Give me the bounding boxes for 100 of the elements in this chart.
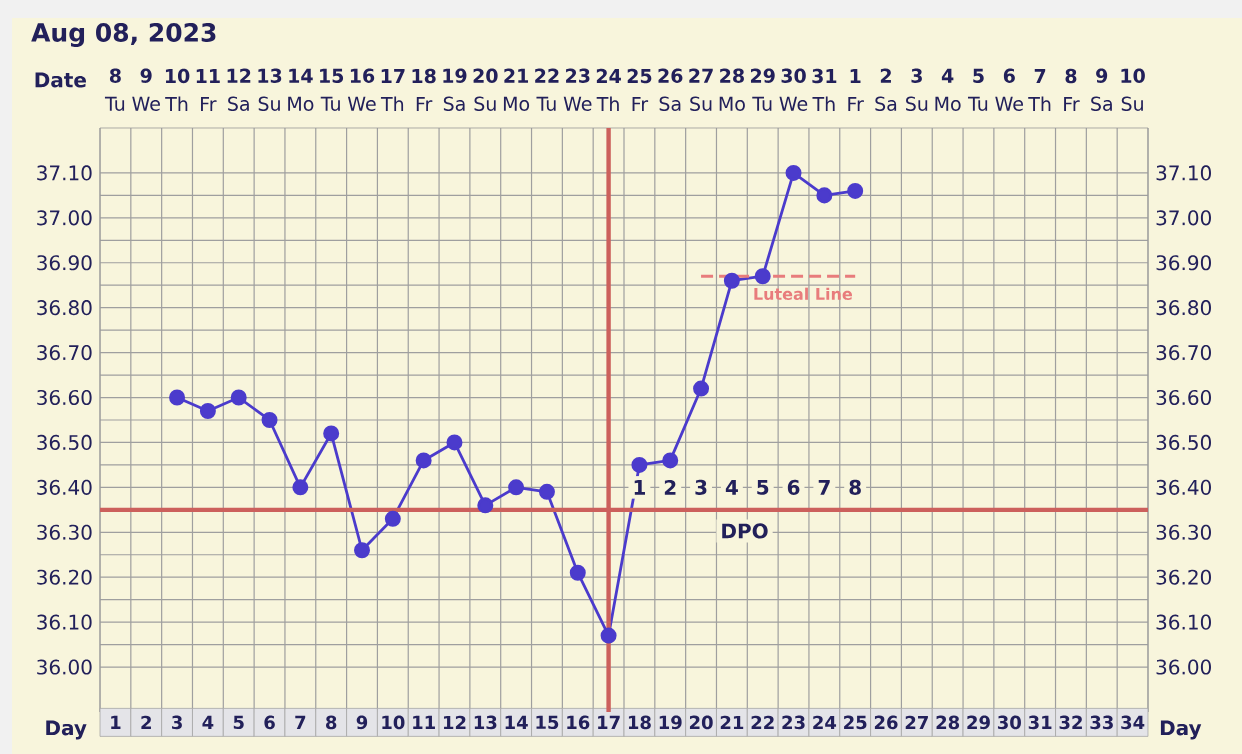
y2-tick-label: 36.70 — [1156, 345, 1211, 361]
point — [816, 187, 833, 204]
y-tick-label: 36.10 — [37, 614, 92, 630]
x-tick-label: 16 — [567, 715, 590, 730]
x-tick-label: 3 — [172, 715, 182, 730]
x-tick-label: 28 — [936, 715, 960, 730]
x-tick-label: 23 — [782, 715, 805, 730]
x-tick-label: 22 — [751, 715, 774, 730]
x2-tick-label: 24 Th — [596, 68, 621, 111]
x-tick-label: 14 — [505, 715, 528, 729]
point — [169, 389, 186, 406]
x-tick-label: 34 — [1121, 715, 1145, 730]
x2-tick-label: 19 Sa — [443, 68, 467, 111]
y-tick-label: 36.80 — [37, 300, 92, 316]
x-tick-label: 2 — [141, 715, 151, 730]
x-tick-label: 33 — [1090, 715, 1113, 730]
x2-tick-label: 12 Sa — [227, 68, 251, 111]
annotation: 7 — [818, 480, 830, 495]
x2-tick-label: 4 Mo — [935, 68, 961, 111]
x-tick-label: 18 — [628, 715, 651, 730]
y-tick-label: 36.90 — [37, 255, 92, 271]
x2-tick-label: 21 Mo — [503, 68, 530, 111]
y-tick-label: 37.00 — [37, 210, 92, 226]
point — [600, 627, 617, 644]
x2-tick-label: 1 Fr — [848, 69, 864, 111]
x2-tick-label: 6 We — [995, 68, 1023, 111]
x2-tick-label: 9 Sa — [1091, 68, 1112, 111]
x2-tick-label: 25 Fr — [627, 68, 652, 111]
point — [538, 483, 555, 500]
x-tick-label: 32 — [1059, 715, 1082, 730]
y2-tick-label: 36.40 — [1156, 479, 1211, 495]
annotation: 1 — [634, 480, 645, 495]
x-tick-label: 20 — [689, 715, 713, 730]
annotation: 8 — [849, 479, 861, 495]
x-tick-label: 17 — [598, 715, 620, 729]
point — [477, 497, 494, 514]
y2-tick-label: 36.20 — [1156, 569, 1211, 585]
y2-tick-label: 36.90 — [1156, 255, 1211, 271]
text: Day — [46, 720, 87, 740]
annotation: DPO — [722, 523, 768, 539]
x-tick-label: 21 — [720, 715, 744, 730]
x-tick-label: 27 — [905, 715, 928, 730]
x2-tick-label: 7 Th — [1028, 69, 1051, 111]
y2-tick-label: 36.50 — [1156, 434, 1211, 451]
x2-tick-label: 13 Su — [258, 68, 282, 111]
x2-tick-label: 11 Fr — [196, 69, 220, 111]
y-tick-label: 36.00 — [37, 659, 92, 675]
x-tick-label: 7 — [295, 715, 306, 729]
x2-tick-label: 8 Fr — [1064, 68, 1080, 111]
point — [354, 542, 371, 559]
x2-tick-label: 3 Su — [906, 68, 928, 111]
point — [230, 389, 247, 406]
x-tick-label: 10 — [382, 715, 405, 730]
y2-tick-label: 36.60 — [1156, 389, 1211, 406]
y2-tick-label: 36.10 — [1156, 614, 1211, 630]
x2-tick-label: 26 Sa — [658, 68, 683, 111]
x2-tick-label: 14 Mo — [288, 68, 314, 111]
x-axis-title: Day — [1160, 720, 1202, 740]
y2-tick-label: 37.10 — [1156, 165, 1211, 181]
y-tick-label: 36.20 — [37, 569, 92, 585]
point — [785, 164, 802, 181]
point — [662, 452, 679, 469]
x-tick-label: 19 — [659, 715, 682, 730]
x-tick-label: 24 — [813, 715, 837, 730]
y-tick-label: 36.30 — [37, 524, 92, 540]
y2-tick-label: 36.80 — [1156, 300, 1211, 316]
point — [508, 479, 525, 496]
x2-tick-label: 8 Tu — [104, 68, 125, 111]
x2-tick-label: 2 Sa — [875, 68, 897, 111]
x2-tick-label: 29 Tu — [750, 68, 775, 111]
point — [415, 452, 432, 469]
x2-tick-label: 18 Fr — [412, 68, 436, 111]
x2-tick-label: 30 We — [779, 68, 808, 111]
point — [569, 564, 586, 581]
x-tick-label: 11 — [413, 715, 435, 729]
y2-tick-label: 36.30 — [1156, 524, 1211, 540]
x2-tick-label: 15 Tu — [320, 68, 344, 111]
point — [292, 479, 309, 496]
point — [323, 425, 340, 442]
x2-tick-label: 28 Mo — [719, 68, 745, 111]
x-tick-label: 8 — [326, 715, 337, 730]
x2-tick-label: 16 We — [347, 68, 376, 111]
y-tick-label: 36.50 — [37, 434, 92, 451]
x2-tick-label: 17 Th — [380, 69, 405, 111]
x2-tick-label: 22 Tu — [535, 68, 559, 111]
point — [723, 272, 740, 289]
x-tick-label: 9 — [356, 715, 368, 730]
y-tick-label: 36.40 — [37, 479, 92, 495]
point — [693, 380, 710, 397]
x-tick-label: 6 — [264, 715, 275, 730]
annotation: 5 — [757, 479, 769, 495]
x2-tick-label: 27 Su — [689, 68, 713, 111]
point — [847, 182, 864, 199]
x2-tick-label: 31 Th — [812, 68, 837, 111]
point — [754, 268, 771, 285]
point — [631, 456, 648, 473]
x2-tick-label: 23 We — [563, 68, 592, 111]
annotation: 4 — [725, 480, 738, 495]
x-tick-label: 30 — [997, 715, 1021, 730]
x-tick-label: 5 — [233, 715, 244, 730]
